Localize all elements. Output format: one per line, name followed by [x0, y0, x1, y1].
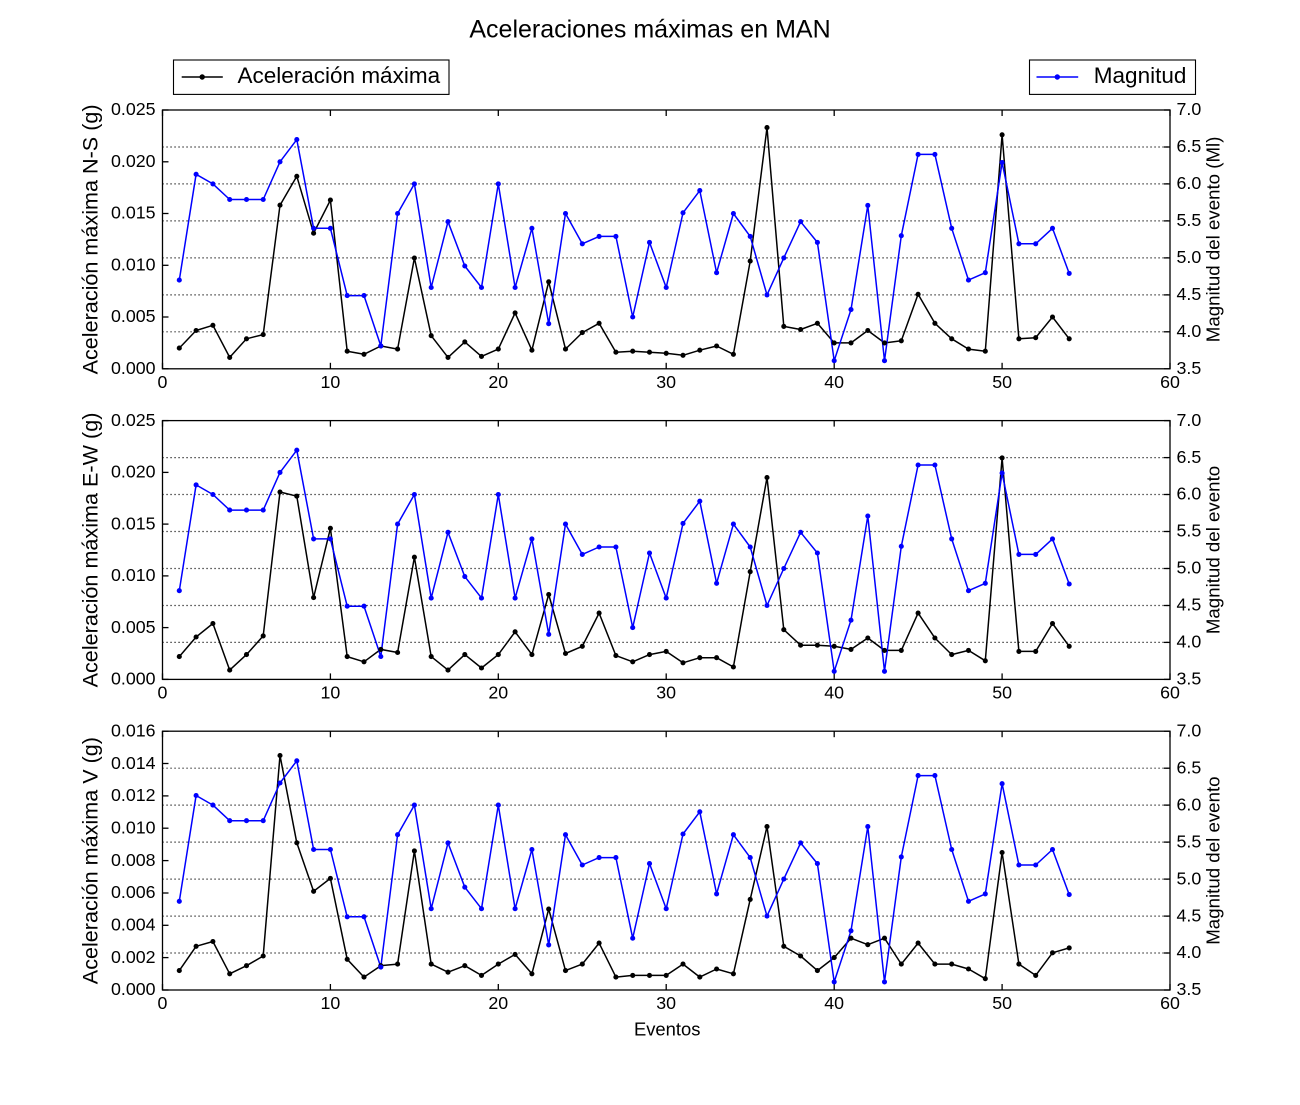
- svg-text:5.5: 5.5: [1177, 210, 1202, 230]
- svg-text:3.5: 3.5: [1177, 669, 1202, 689]
- svg-text:0.020: 0.020: [111, 151, 156, 171]
- svg-text:0.025: 0.025: [111, 410, 156, 430]
- svg-text:Aceleración máxima E-W (g): Aceleración máxima E-W (g): [78, 413, 103, 688]
- svg-text:7.0: 7.0: [1177, 410, 1202, 430]
- svg-text:0.000: 0.000: [111, 669, 156, 689]
- svg-text:60: 60: [1160, 372, 1180, 392]
- svg-text:5.0: 5.0: [1177, 558, 1202, 578]
- svg-text:6.0: 6.0: [1177, 484, 1202, 504]
- svg-text:10: 10: [321, 683, 341, 703]
- svg-text:0.025: 0.025: [111, 99, 156, 119]
- svg-text:Magnitud: Magnitud: [1094, 63, 1187, 88]
- svg-text:0.000: 0.000: [111, 358, 156, 378]
- svg-text:0.005: 0.005: [111, 617, 156, 637]
- svg-text:6.5: 6.5: [1177, 447, 1202, 467]
- svg-text:0.008: 0.008: [111, 850, 156, 870]
- svg-text:7.0: 7.0: [1177, 99, 1202, 119]
- svg-text:0.010: 0.010: [111, 565, 156, 585]
- svg-text:40: 40: [824, 993, 844, 1013]
- svg-text:60: 60: [1160, 993, 1180, 1013]
- svg-text:5.5: 5.5: [1177, 521, 1202, 541]
- svg-text:0.016: 0.016: [111, 720, 156, 740]
- svg-text:6.0: 6.0: [1177, 173, 1202, 193]
- svg-text:0.015: 0.015: [111, 203, 156, 223]
- svg-text:6.0: 6.0: [1177, 794, 1202, 814]
- svg-text:4.0: 4.0: [1177, 942, 1202, 962]
- svg-text:20: 20: [488, 372, 508, 392]
- svg-text:0.014: 0.014: [111, 753, 156, 773]
- svg-text:30: 30: [656, 683, 676, 703]
- svg-text:Magnitud del evento: Magnitud del evento: [1203, 466, 1224, 634]
- svg-text:Eventos: Eventos: [634, 1019, 700, 1040]
- svg-text:0.015: 0.015: [111, 513, 156, 533]
- svg-text:5.0: 5.0: [1177, 868, 1202, 888]
- svg-text:6.5: 6.5: [1177, 757, 1202, 777]
- svg-text:3.5: 3.5: [1177, 358, 1202, 378]
- svg-text:0: 0: [158, 993, 168, 1013]
- svg-text:6.5: 6.5: [1177, 136, 1202, 156]
- svg-text:0: 0: [158, 683, 168, 703]
- svg-text:40: 40: [824, 683, 844, 703]
- svg-text:40: 40: [824, 372, 844, 392]
- svg-text:3.5: 3.5: [1177, 979, 1202, 999]
- svg-text:0.004: 0.004: [111, 915, 156, 935]
- svg-text:Aceleración máxima V (g): Aceleración máxima V (g): [78, 737, 103, 984]
- svg-text:0.002: 0.002: [111, 947, 156, 967]
- svg-text:Aceleraciones máximas en MAN: Aceleraciones máximas en MAN: [469, 16, 830, 44]
- svg-text:0.005: 0.005: [111, 306, 156, 326]
- svg-text:0: 0: [158, 372, 168, 392]
- svg-text:Magnitud del evento: Magnitud del evento: [1203, 776, 1224, 944]
- svg-text:50: 50: [992, 372, 1012, 392]
- svg-text:30: 30: [656, 993, 676, 1013]
- svg-text:0.000: 0.000: [111, 979, 156, 999]
- svg-text:4.5: 4.5: [1177, 905, 1202, 925]
- svg-text:0.010: 0.010: [111, 818, 156, 838]
- svg-text:50: 50: [992, 683, 1012, 703]
- svg-text:5.0: 5.0: [1177, 247, 1202, 267]
- svg-text:30: 30: [656, 372, 676, 392]
- svg-text:5.5: 5.5: [1177, 831, 1202, 851]
- svg-text:60: 60: [1160, 683, 1180, 703]
- svg-text:0.006: 0.006: [111, 882, 156, 902]
- svg-text:Magnitud del evento (Ml): Magnitud del evento (Ml): [1203, 137, 1224, 343]
- svg-text:0.012: 0.012: [111, 785, 156, 805]
- svg-text:10: 10: [321, 993, 341, 1013]
- svg-text:4.5: 4.5: [1177, 595, 1202, 615]
- svg-text:0.010: 0.010: [111, 255, 156, 275]
- svg-text:4.0: 4.0: [1177, 321, 1202, 341]
- svg-text:Aceleración máxima N-S (g): Aceleración máxima N-S (g): [78, 104, 103, 374]
- svg-text:4.5: 4.5: [1177, 284, 1202, 304]
- svg-text:0.020: 0.020: [111, 462, 156, 482]
- svg-text:Aceleración máxima: Aceleración máxima: [238, 63, 441, 88]
- svg-text:10: 10: [321, 372, 341, 392]
- svg-text:4.0: 4.0: [1177, 632, 1202, 652]
- svg-text:50: 50: [992, 993, 1012, 1013]
- svg-text:20: 20: [488, 683, 508, 703]
- svg-text:20: 20: [488, 993, 508, 1013]
- svg-text:7.0: 7.0: [1177, 720, 1202, 740]
